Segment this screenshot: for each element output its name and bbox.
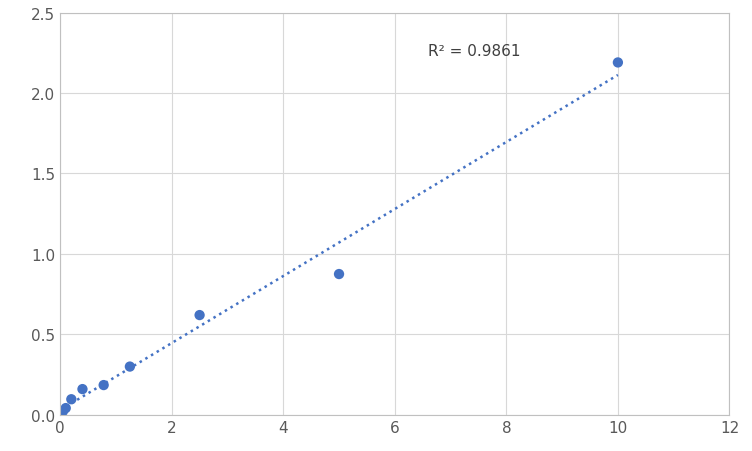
Point [98, 382, 110, 389]
Point [193, 312, 205, 319]
Point [333, 271, 345, 278]
Point [612, 60, 624, 67]
Point [124, 363, 136, 370]
Point [77, 386, 89, 393]
Text: R² = 0.9861: R² = 0.9861 [428, 43, 521, 59]
Point [57, 408, 69, 415]
Point [59, 405, 71, 412]
Point [65, 396, 77, 403]
